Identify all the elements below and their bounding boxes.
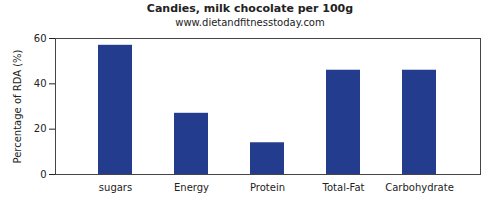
svg-text:60: 60 xyxy=(34,33,47,44)
html-text:www.dietandfitnesstoday.com: www.dietandfitnesstoday.com xyxy=(175,17,325,28)
svg-text:Total-Fat: Total-Fat xyxy=(322,182,365,193)
svg-text:20: 20 xyxy=(34,123,47,134)
html-text:Candies, milk chocolate per 10: Candies, milk chocolate per 100g xyxy=(146,2,354,15)
svg-text:0: 0 xyxy=(40,169,46,180)
svg-text:Energy: Energy xyxy=(174,182,209,193)
svg-text:Carbohydrate: Carbohydrate xyxy=(385,182,454,193)
svg-text:Percentage of RDA (%): Percentage of RDA (%) xyxy=(12,49,23,163)
svg-text:40: 40 xyxy=(34,78,47,89)
svg-text:Protein: Protein xyxy=(250,182,285,193)
svg-text:sugars: sugars xyxy=(99,182,132,193)
